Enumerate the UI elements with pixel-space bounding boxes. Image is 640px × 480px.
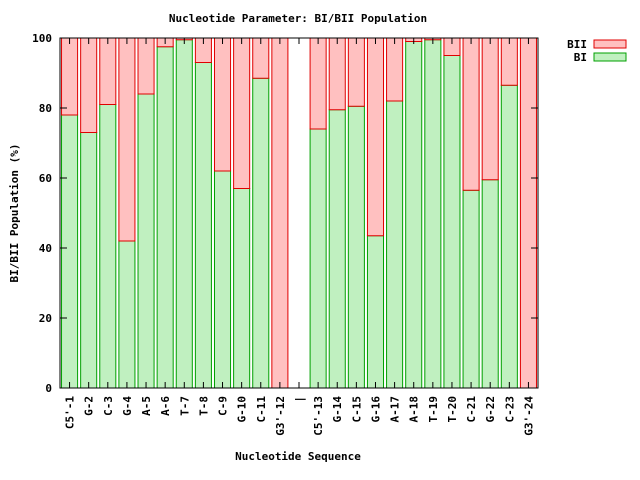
x-tick-label-16: G-16: [369, 396, 382, 423]
bar-bi-15: [347, 105, 365, 389]
y-tick-label-5: 100: [32, 32, 52, 45]
bar-bi-20: [443, 55, 461, 389]
x-tick-label-2: C-3: [102, 396, 115, 416]
x-tick-label-8: C-9: [217, 396, 230, 416]
bars-layer: [61, 37, 537, 389]
bar-bii-17: [386, 37, 404, 102]
bar-bi-10: [252, 77, 270, 389]
bar-bi-2: [99, 104, 117, 389]
bar-bii-3: [118, 37, 136, 242]
x-tick-label-11: G3'-12: [274, 396, 287, 436]
x-tick-label-19: T-19: [427, 396, 440, 423]
bar-bii-16: [366, 37, 385, 237]
bar-bi-4: [137, 93, 155, 389]
bar-bii-10: [252, 37, 270, 79]
bar-bi-0: [61, 114, 79, 389]
x-tick-label-6: T-7: [178, 396, 191, 416]
x-tick-label-12: |: [293, 396, 306, 403]
bar-bii-13: [309, 37, 327, 130]
x-tick-label-14: G-14: [331, 396, 344, 423]
x-tick-label-24: G3'-24: [522, 396, 535, 436]
x-axis-label: Nucleotide Sequence: [235, 450, 361, 463]
x-tick-label-4: A-5: [140, 396, 153, 416]
x-tick-label-0: C5'-1: [64, 396, 77, 429]
bar-bi-5: [156, 46, 174, 389]
bar-bii-9: [233, 37, 251, 189]
y-tick-label-2: 40: [39, 242, 52, 255]
bar-bi-14: [328, 109, 346, 389]
bar-bi-16: [366, 235, 385, 389]
bar-bii-24: [519, 37, 537, 389]
bar-bi-18: [405, 41, 423, 389]
bar-bii-15: [347, 37, 365, 107]
chart-title: Nucleotide Parameter: BI/BII Population: [169, 12, 427, 25]
x-tick-label-10: C-11: [255, 396, 268, 423]
x-tick-label-20: T-20: [446, 396, 459, 423]
bar-bii-22: [481, 37, 499, 181]
bar-bi-6: [175, 39, 193, 389]
bar-bii-21: [462, 37, 480, 191]
x-tick-label-18: A-18: [408, 396, 421, 423]
x-tick-label-1: G-2: [83, 396, 96, 416]
x-tick-label-21: C-21: [465, 396, 478, 423]
y-tick-label-0: 0: [45, 382, 52, 395]
bar-bi-23: [500, 84, 518, 389]
bar-bii-14: [328, 37, 346, 111]
bar-bi-9: [233, 188, 251, 389]
bar-bi-8: [213, 170, 232, 389]
legend-swatch-bii: [593, 39, 627, 49]
legend-swatch-bi: [593, 52, 627, 62]
bar-bii-23: [500, 37, 518, 86]
bar-bi-17: [386, 100, 404, 389]
y-axis-label: BI/BII Population (%): [8, 143, 21, 282]
x-tick-label-9: G-10: [236, 396, 249, 423]
bar-bii-11: [271, 37, 289, 389]
y-tick-label-3: 60: [39, 172, 52, 185]
plot-border: [59, 37, 539, 389]
bar-bii-0: [61, 37, 79, 116]
x-tick-label-15: C-15: [350, 396, 363, 423]
x-tick-label-5: A-6: [159, 396, 172, 416]
x-ticks-layer: C5'-1 G-2 C-3 G-4 A-5 A-6 T-7 T-8 C-9 G-10 C-11 G3'…: [64, 38, 535, 436]
bar-bi-7: [194, 62, 212, 389]
legend-label-bi: BI: [574, 51, 587, 64]
x-tick-label-22: G-22: [484, 396, 497, 423]
bar-bii-8: [213, 37, 232, 172]
x-tick-label-17: A-17: [389, 396, 402, 423]
y-tick-label-1: 20: [39, 312, 52, 325]
bar-bi-21: [462, 189, 480, 389]
legend: BII BI: [567, 38, 627, 64]
y-tick-label-4: 80: [39, 102, 52, 115]
bar-bi-22: [481, 179, 499, 389]
bar-bii-2: [99, 37, 117, 105]
x-tick-label-23: C-23: [503, 396, 516, 423]
legend-label-bii: BII: [567, 38, 587, 51]
bar-bi-1: [80, 132, 98, 389]
x-tick-label-13: C5'-13: [312, 396, 325, 436]
x-tick-label-7: T-8: [197, 396, 210, 416]
bar-bi-19: [424, 39, 442, 389]
y-ticks-layer: 0 20 40 60 80 100: [32, 32, 538, 395]
bar-bi-3: [118, 240, 136, 389]
x-tick-label-3: G-4: [121, 396, 134, 416]
bar-bi-13: [309, 128, 327, 389]
bar-bii-1: [80, 37, 98, 133]
bar-bii-4: [137, 37, 155, 95]
